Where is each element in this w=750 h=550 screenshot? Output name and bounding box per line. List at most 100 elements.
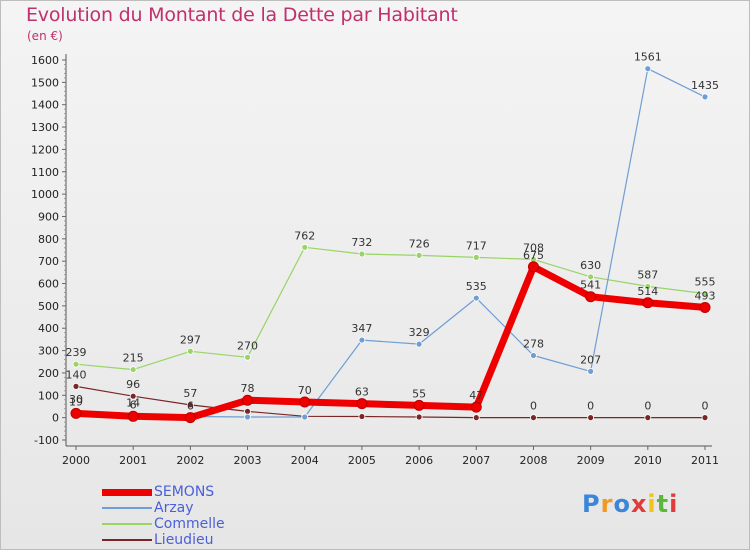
series-arzay-point	[472, 294, 480, 302]
series-semons-data-label: 63	[355, 386, 369, 399]
series-commelle-data-label: 270	[237, 339, 258, 352]
series-semons-data-label: 6	[130, 398, 137, 411]
series-lieudieu-line	[75, 385, 706, 419]
series-semons-data-label: 78	[241, 382, 255, 395]
y-tick-label: 700	[38, 255, 59, 268]
series-lieudieu-point	[358, 413, 366, 420]
y-tick-label: 1300	[31, 121, 59, 134]
series-semons-data-label: 19	[69, 395, 83, 408]
brand-letter: i	[669, 490, 679, 518]
series-commelle-point	[129, 366, 137, 373]
series-semons-point	[642, 297, 654, 309]
y-tick-label: 500	[38, 300, 59, 313]
x-tick-label: 2006	[405, 454, 433, 467]
brand-letter: o	[613, 490, 631, 518]
y-tick-label: -100	[34, 434, 59, 447]
y-tick-label: 800	[38, 233, 59, 246]
y-tick-label: 900	[38, 210, 59, 223]
x-tick-label: 2008	[519, 454, 547, 467]
series-semons-data-label: 675	[523, 249, 544, 262]
x-tick-label: 2004	[291, 454, 319, 467]
series-commelle-data-label: 239	[66, 346, 87, 359]
series-commelle-line	[75, 246, 706, 371]
series-lieudieu-point	[186, 401, 194, 409]
series-commelle-point	[644, 283, 652, 290]
y-tick-label: 100	[38, 389, 59, 402]
series-semons-data-label: 55	[412, 387, 426, 400]
series-semons-point	[585, 291, 597, 303]
series-commelle-point	[358, 250, 366, 258]
y-tick-label: 1000	[31, 188, 59, 201]
series-arzay-data-label: 207	[580, 353, 601, 366]
series-lieudieu-data-label: 0	[587, 400, 594, 413]
series-commelle-point	[72, 360, 80, 368]
series-arzay-data-label: 14	[126, 396, 140, 409]
series-arzay-point	[301, 413, 309, 421]
y-tick-label: 1100	[31, 166, 59, 179]
y-tick-label: 1500	[31, 76, 59, 89]
series-semons-data-label: 493	[695, 289, 716, 302]
series-commelle-data-label: 708	[523, 241, 544, 254]
series-semons-point	[527, 261, 539, 273]
x-tick-label: 2009	[577, 454, 605, 467]
y-tick-label: 400	[38, 322, 59, 335]
brand-letter: i	[647, 490, 657, 518]
series-commelle-data-label: 215	[123, 352, 144, 365]
series-arzay-point	[415, 340, 423, 348]
y-tick-label: 1200	[31, 143, 59, 156]
y-tick-label: 200	[38, 367, 59, 380]
legend-swatch	[102, 489, 152, 496]
brand-logo: Proxiti	[582, 490, 678, 518]
y-tick-label: 600	[38, 278, 59, 291]
series-semons-point	[699, 301, 711, 313]
series-commelle-data-label: 717	[466, 239, 487, 252]
series-lieudieu-data-label: 96	[126, 378, 140, 391]
x-tick-label: 2003	[234, 454, 262, 467]
series-commelle-data-label: 587	[637, 268, 658, 281]
series-semons-data-label: 514	[637, 285, 658, 298]
series-commelle-point	[186, 347, 194, 355]
series-semons-data-label: 47	[469, 389, 483, 402]
series-lieudieu-point	[244, 407, 251, 415]
y-tick-label: 1600	[31, 54, 59, 67]
legend-label: SEMONS	[154, 484, 215, 500]
series-arzay-data-label: 30	[69, 393, 83, 406]
series-commelle-data-label: 297	[180, 333, 201, 346]
x-tick-label: 2007	[462, 454, 490, 467]
series-commelle-point	[415, 251, 423, 259]
legend-swatch	[102, 507, 152, 509]
brand-letter: r	[600, 490, 614, 518]
series-lieudieu-point	[701, 414, 709, 422]
series-semons-point	[299, 396, 311, 408]
series-lieudieu-data-label: 0	[644, 400, 651, 413]
series-lieudieu-point	[72, 382, 80, 390]
series-arzay-point	[587, 367, 595, 375]
series-commelle-point	[472, 253, 480, 261]
series-lieudieu-point	[644, 414, 652, 422]
brand-letter: t	[656, 490, 670, 518]
series-lieudieu-point	[415, 413, 423, 421]
series-arzay-data-label: 1435	[691, 79, 719, 92]
chart-title: Evolution du Montant de la Dette par Hab…	[26, 4, 458, 26]
series-lieudieu-point	[472, 414, 480, 422]
legend-swatch	[102, 539, 152, 541]
chart-subtitle: (en €)	[27, 29, 63, 43]
series-semons-point	[470, 401, 482, 413]
y-tick-label: 0	[52, 412, 59, 425]
series-lieudieu-data-label: 0	[702, 400, 709, 413]
series-arzay-line	[75, 68, 706, 418]
series-arzay-data-label: 278	[523, 338, 544, 351]
series-semons-point	[127, 410, 139, 422]
series-arzay-point	[358, 336, 366, 344]
series-arzay-point	[701, 93, 709, 101]
y-tick-label: 300	[38, 345, 59, 358]
brand-letter: x	[630, 490, 648, 518]
series-lieudieu-point	[129, 392, 137, 400]
x-tick-label: 2005	[348, 454, 376, 467]
series-commelle-data-label: 762	[294, 229, 315, 242]
series-commelle-data-label: 726	[409, 237, 430, 250]
x-tick-label: 2002	[176, 454, 204, 467]
series-semons-point	[356, 398, 368, 410]
